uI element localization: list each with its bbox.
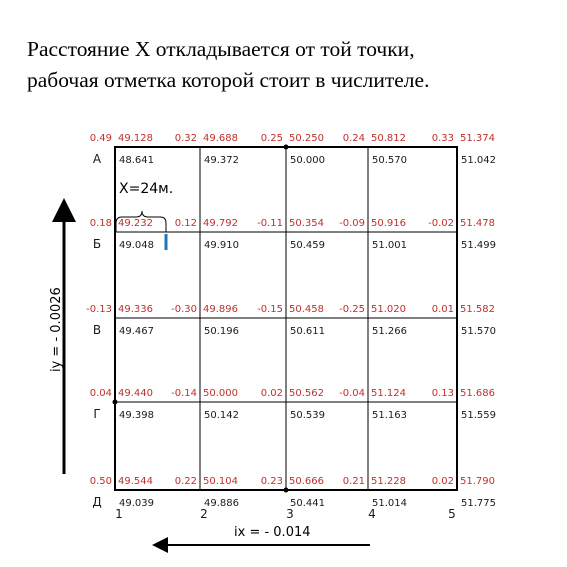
black-mark: 49.886: [204, 498, 239, 509]
design-mark: 50.250: [289, 133, 324, 144]
black-mark: 51.499: [461, 240, 496, 251]
work-mark: 0.33: [432, 133, 454, 144]
black-mark: 51.014: [372, 498, 407, 509]
design-mark: 49.440: [118, 388, 153, 399]
column-label: 2: [200, 507, 208, 521]
row-label: Д: [92, 495, 101, 509]
work-mark: -0.15: [257, 304, 283, 315]
design-mark: 50.354: [289, 218, 324, 229]
work-mark: 0.32: [175, 133, 197, 144]
design-mark: 50.916: [371, 218, 406, 229]
design-mark: 50.666: [289, 476, 324, 487]
column-label: 4: [368, 507, 376, 521]
design-mark: 51.790: [460, 476, 495, 487]
work-mark: -0.25: [339, 304, 365, 315]
work-mark: 0.18: [90, 218, 112, 229]
work-mark: 0.02: [432, 476, 454, 487]
black-mark: 48.641: [119, 155, 154, 166]
design-mark: 51.020: [371, 304, 406, 315]
design-mark: 50.562: [289, 388, 324, 399]
zero-point: [283, 144, 289, 150]
design-mark: 49.896: [203, 304, 238, 315]
design-mark: 51.478: [460, 218, 495, 229]
slope-x-label: ix = - 0.014: [234, 525, 311, 540]
black-mark: 51.163: [372, 410, 407, 421]
design-mark: 49.544: [118, 476, 153, 487]
design-mark: 51.374: [460, 133, 495, 144]
work-mark: 0.25: [261, 133, 283, 144]
black-mark: 51.570: [461, 326, 496, 337]
work-mark: -0.09: [339, 218, 365, 229]
slope-y-label: iy = - 0.0026: [49, 287, 64, 372]
design-mark: 49.792: [203, 218, 238, 229]
work-mark: 0.50: [90, 476, 112, 487]
black-mark: 51.775: [461, 498, 496, 509]
row-label: В: [93, 323, 101, 337]
work-mark: -0.04: [339, 388, 365, 399]
black-mark: 49.398: [119, 410, 154, 421]
black-mark: 51.559: [461, 410, 496, 421]
black-mark: 50.570: [372, 155, 407, 166]
work-mark: -0.13: [86, 304, 112, 315]
work-mark: 0.22: [175, 476, 197, 487]
work-mark: 0.21: [343, 476, 365, 487]
row-label: Г: [93, 407, 100, 421]
black-mark: 50.611: [290, 326, 325, 337]
black-mark: 50.196: [204, 326, 239, 337]
design-mark: 50.000: [203, 388, 238, 399]
zero-point: [112, 399, 118, 405]
black-mark: 50.000: [290, 155, 325, 166]
black-mark: 50.142: [204, 410, 239, 421]
design-mark: 49.232: [118, 218, 153, 229]
black-mark: 51.042: [461, 155, 496, 166]
row-label: Б: [93, 237, 101, 251]
black-mark: 49.467: [119, 326, 154, 337]
work-mark: -0.11: [257, 218, 283, 229]
work-mark: 0.12: [175, 218, 197, 229]
black-mark: 49.910: [204, 240, 239, 251]
work-mark: -0.02: [428, 218, 454, 229]
title-line-1: Расстояние Х откладывается от той точки,: [27, 37, 415, 61]
design-mark: 51.228: [371, 476, 406, 487]
title-line-2: рабочая отметка которой стоит в числител…: [27, 68, 430, 92]
work-mark: 0.24: [343, 133, 365, 144]
black-mark: 51.001: [372, 240, 407, 251]
design-mark: 49.128: [118, 133, 153, 144]
work-mark: 0.13: [432, 388, 454, 399]
column-label: 1: [115, 507, 123, 521]
design-mark: 49.688: [203, 133, 238, 144]
work-mark: 0.01: [432, 304, 454, 315]
design-mark: 51.686: [460, 388, 495, 399]
design-mark: 50.812: [371, 133, 406, 144]
distance-brace: [115, 210, 167, 232]
work-mark: -0.14: [171, 388, 197, 399]
design-mark: 51.124: [371, 388, 406, 399]
black-mark: 51.266: [372, 326, 407, 337]
black-mark: 49.372: [204, 155, 239, 166]
black-mark: 50.539: [290, 410, 325, 421]
black-mark: 50.441: [290, 498, 325, 509]
row-label: А: [93, 152, 102, 166]
design-mark: 51.582: [460, 304, 495, 315]
column-label: 5: [448, 507, 456, 521]
work-mark: -0.30: [171, 304, 197, 315]
title: Расстояние Х откладывается от той точки,…: [27, 34, 557, 96]
distance-label: Х=24м.: [119, 181, 173, 197]
work-mark: 0.02: [261, 388, 283, 399]
black-mark: 50.459: [290, 240, 325, 251]
design-mark: 49.336: [118, 304, 153, 315]
design-mark: 50.104: [203, 476, 238, 487]
work-mark: 0.04: [90, 388, 112, 399]
column-label: 3: [286, 507, 294, 521]
black-mark: 49.048: [119, 240, 154, 251]
black-mark: 49.039: [119, 498, 154, 509]
work-mark: 0.23: [261, 476, 283, 487]
work-mark: 0.49: [90, 133, 112, 144]
zero-point: [283, 487, 289, 493]
design-mark: 50.458: [289, 304, 324, 315]
